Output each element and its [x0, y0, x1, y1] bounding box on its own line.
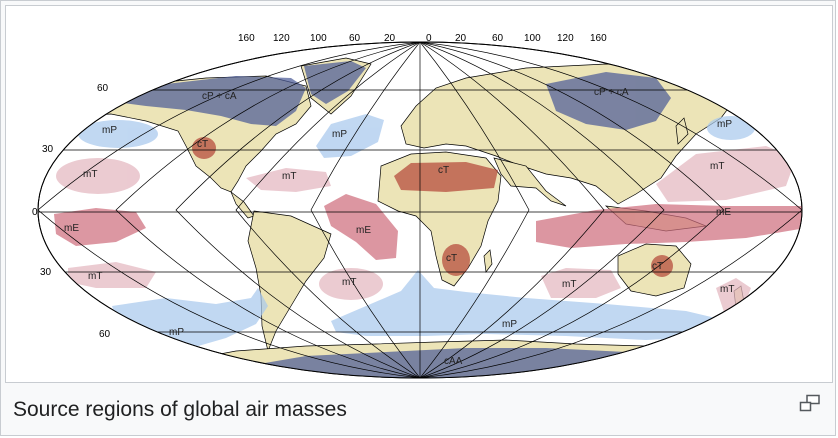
air-mass-label: mT	[720, 284, 735, 295]
air-mass-label: mE	[716, 207, 731, 218]
air-mass-label: mP	[102, 125, 117, 136]
region-cp-ca-asia	[546, 72, 671, 130]
air-mass-label: cT	[197, 139, 209, 150]
region-mp-nwpacific	[707, 116, 755, 140]
region-mt-satlantic	[319, 268, 383, 300]
air-mass-label: mT	[562, 279, 577, 290]
region-mp-southern	[331, 270, 741, 340]
air-mass-label: cAA	[444, 356, 463, 367]
region-mp-natlantic	[316, 114, 384, 158]
lon-label-0: 0	[426, 33, 432, 44]
region-cp-greenland	[304, 61, 366, 104]
air-mass-label: mP	[169, 327, 184, 338]
lon-label-100w: 100	[310, 33, 327, 44]
air-mass-label: mT	[342, 277, 357, 288]
region-ct-australia	[651, 255, 673, 277]
lat-label-30n: 30	[42, 144, 54, 155]
air-mass-label: cT	[446, 253, 458, 264]
air-mass-map[interactable]: 160 120 100 60 20 0 20 60 100 120 160 60…	[5, 5, 833, 383]
air-mass-label: mT	[83, 169, 98, 180]
air-mass-label: mT	[282, 171, 297, 182]
lon-label-20e: 20	[455, 33, 467, 44]
lat-label-30s: 30	[40, 267, 52, 278]
lat-label-60s: 60	[99, 329, 111, 340]
region-mp-npacific	[78, 120, 158, 148]
region-mt-spacific-e	[68, 262, 156, 288]
region-mt-nwpacific	[656, 146, 796, 202]
air-mass-label: cP + cA	[202, 91, 237, 102]
arabia-india	[493, 157, 567, 207]
air-mass-label: mP	[717, 119, 732, 130]
japan	[675, 117, 689, 145]
enlarge-icon[interactable]	[799, 394, 821, 412]
region-me-epacific	[54, 208, 146, 246]
lon-label-120e: 120	[557, 33, 574, 44]
air-mass-label: mT	[710, 161, 725, 172]
figure-caption: Source regions of global air masses	[13, 398, 347, 421]
lon-label-160w: 160	[238, 33, 255, 44]
air-mass-label: mT	[88, 271, 103, 282]
region-ct-safrica	[442, 244, 470, 276]
air-mass-label: cT	[438, 165, 450, 176]
region-mt-npacific	[56, 158, 140, 194]
region-me-atlantic	[324, 194, 398, 260]
south-america	[247, 210, 332, 353]
air-mass-label: mE	[64, 223, 79, 234]
air-mass-label: mP	[332, 129, 347, 140]
lat-label-0: 0	[32, 207, 38, 218]
lon-label-120w: 120	[273, 33, 290, 44]
air-mass-label: mE	[356, 225, 371, 236]
madagascar	[483, 249, 493, 273]
region-ct-na	[192, 137, 216, 159]
lon-label-60e: 60	[492, 33, 504, 44]
region-mt-sindian	[541, 268, 621, 298]
lon-label-20w: 20	[384, 33, 396, 44]
world-map-svg	[37, 41, 803, 379]
lon-label-100e: 100	[524, 33, 541, 44]
lon-label-160e: 160	[590, 33, 607, 44]
central-america	[230, 190, 255, 219]
air-mass-label: cT	[652, 261, 664, 272]
region-me-indopacific	[536, 204, 802, 248]
air-mass-label: cP + cA	[594, 87, 629, 98]
lon-label-60w: 60	[349, 33, 361, 44]
air-mass-label: mP	[502, 319, 517, 330]
lat-label-60n: 60	[97, 83, 109, 94]
